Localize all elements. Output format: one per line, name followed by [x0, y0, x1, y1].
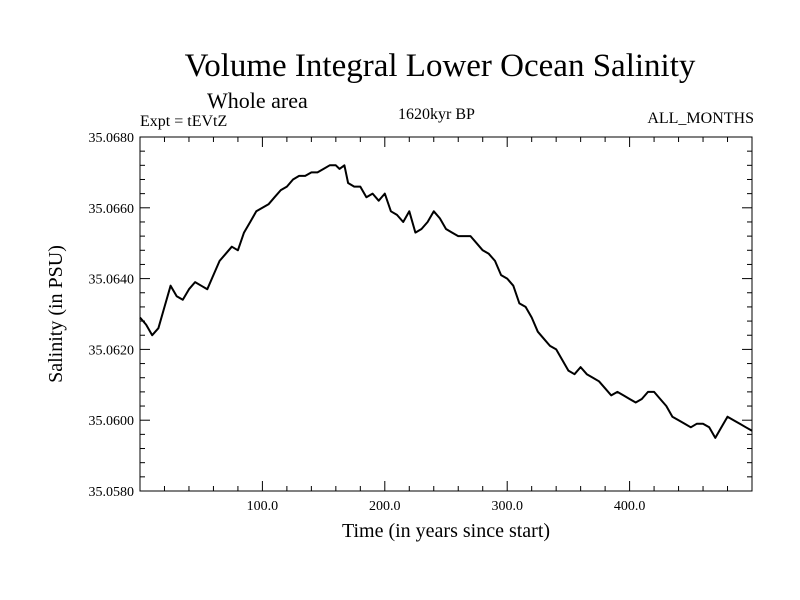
y-tick-label: 35.0600: [89, 414, 135, 429]
ticks-layer: [140, 136, 752, 492]
x-tick-label: 300.0: [491, 499, 523, 514]
y-axis-title: Salinity (in PSU): [45, 245, 67, 383]
y-tick-label: 35.0580: [89, 485, 135, 500]
y-tick-label: 35.0680: [89, 131, 135, 146]
x-tick-label: 400.0: [614, 499, 646, 514]
chart-title: Volume Integral Lower Ocean Salinity: [184, 48, 696, 84]
plot-frame: [139, 136, 753, 492]
experiment-label: Expt = tEVtZ: [140, 113, 228, 130]
tick-labels-layer: 100.0 200.0 300.0 400.0 35.0580 35.0600 35.062…: [89, 131, 646, 514]
chart-subtitle: Whole area: [207, 88, 308, 113]
y-tick-label: 35.0640: [89, 273, 135, 288]
x-axis-title: Time (in years since start): [342, 520, 550, 542]
x-tick-label: 100.0: [247, 499, 279, 514]
y-tick-label: 35.0660: [89, 202, 135, 217]
period-label: 1620kyr BP: [398, 106, 475, 123]
y-tick-label: 35.0620: [89, 343, 135, 358]
months-label: ALL_MONTHS: [647, 110, 754, 127]
salinity-series-line: [139, 164, 753, 439]
x-tick-label: 200.0: [369, 499, 401, 514]
